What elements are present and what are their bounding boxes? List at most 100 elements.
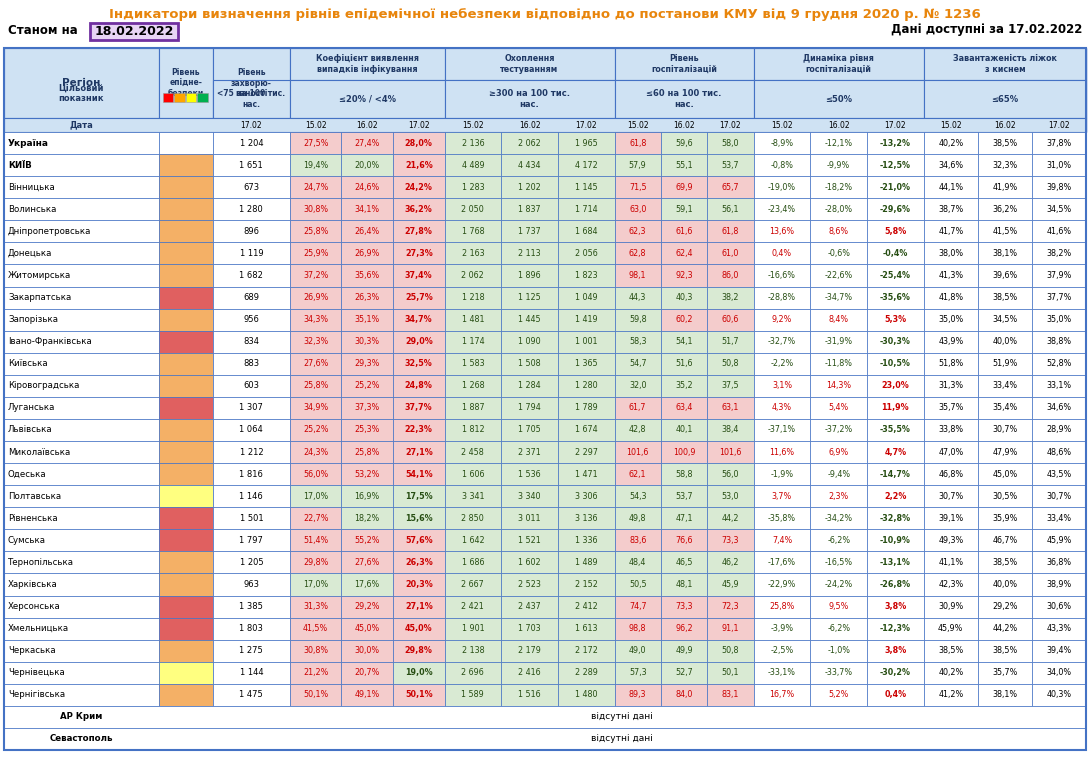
Bar (558, 551, 615, 574)
Bar (1032, 596, 1086, 618)
Text: 1 218: 1 218 (461, 293, 484, 302)
Text: 38,5%: 38,5% (992, 139, 1017, 148)
Text: 2 152: 2 152 (574, 580, 597, 589)
Text: 38,2%: 38,2% (1046, 249, 1071, 258)
Bar (4, 243, 158, 265)
Text: 50,5: 50,5 (629, 580, 646, 589)
Text: 3 341: 3 341 (462, 492, 484, 501)
Text: 2 696: 2 696 (461, 669, 484, 677)
Bar (213, 463, 290, 485)
Bar (615, 176, 661, 198)
Bar (158, 221, 213, 243)
Bar (501, 309, 558, 330)
Text: -9,9%: -9,9% (827, 161, 850, 170)
Bar (753, 132, 810, 154)
Bar (445, 309, 501, 330)
Bar (158, 352, 213, 374)
Text: 7,4%: 7,4% (772, 536, 792, 545)
Text: 30,7%: 30,7% (992, 425, 1017, 434)
Bar (1032, 574, 1086, 596)
Bar (978, 198, 1032, 221)
Text: 25,9%: 25,9% (303, 249, 328, 258)
Bar (158, 48, 213, 118)
Text: 49,0: 49,0 (629, 646, 646, 655)
Bar (558, 397, 615, 419)
Bar (1032, 352, 1086, 374)
Bar (923, 507, 978, 529)
Bar (393, 507, 445, 529)
Bar (661, 507, 707, 529)
Text: Чернігівська: Чернігівська (8, 691, 65, 700)
Bar (615, 265, 661, 287)
Text: 61,0: 61,0 (722, 249, 739, 258)
Text: 27,6%: 27,6% (354, 558, 380, 567)
Bar (978, 154, 1032, 176)
Text: 883: 883 (243, 359, 259, 368)
Text: Індикатори визначення рівнів епідемічної небезпеки відповідно до постанови КМУ в: Індикатори визначення рівнів епідемічної… (109, 8, 981, 21)
Bar (445, 618, 501, 640)
Bar (4, 221, 158, 243)
Bar (923, 80, 1086, 118)
Bar (867, 441, 923, 463)
Text: 37,3%: 37,3% (354, 403, 380, 412)
Text: 1 125: 1 125 (518, 293, 541, 302)
Bar (290, 352, 341, 374)
Bar (445, 243, 501, 265)
Text: 2 667: 2 667 (461, 580, 484, 589)
Text: 59,1: 59,1 (676, 205, 693, 214)
Bar (158, 618, 213, 640)
Text: 1 613: 1 613 (574, 624, 597, 633)
Text: 57,9: 57,9 (629, 161, 646, 170)
Text: 4 489: 4 489 (461, 161, 484, 170)
Text: 20,0%: 20,0% (354, 161, 380, 170)
Text: 13,6%: 13,6% (770, 227, 795, 236)
Text: 3 011: 3 011 (518, 514, 541, 523)
Bar (978, 221, 1032, 243)
Bar (661, 463, 707, 485)
Text: -32,7%: -32,7% (767, 337, 796, 346)
Bar (90, 23, 178, 40)
Text: 41,2%: 41,2% (938, 691, 964, 700)
Bar (158, 596, 213, 618)
Text: 26,4%: 26,4% (354, 227, 380, 236)
Bar (753, 154, 810, 176)
Text: 2 172: 2 172 (574, 646, 597, 655)
Bar (615, 374, 661, 397)
Bar (867, 154, 923, 176)
Text: 98,1: 98,1 (629, 271, 646, 280)
Bar (158, 441, 213, 463)
Text: 62,8: 62,8 (629, 249, 646, 258)
Text: 2 062: 2 062 (461, 271, 484, 280)
Bar (661, 176, 707, 198)
Text: Івано-Франківська: Івано-Франківська (8, 337, 92, 346)
Bar (753, 529, 810, 551)
Bar (923, 154, 978, 176)
Bar (501, 419, 558, 441)
Bar (753, 265, 810, 287)
Bar (867, 309, 923, 330)
Text: 38,5%: 38,5% (992, 646, 1017, 655)
Bar (810, 176, 867, 198)
Bar (753, 574, 810, 596)
Text: 24,2%: 24,2% (404, 183, 433, 192)
Bar (810, 287, 867, 309)
Text: 2 421: 2 421 (461, 602, 484, 611)
Text: 44,2%: 44,2% (992, 624, 1017, 633)
Text: 6,9%: 6,9% (828, 447, 849, 456)
Bar (4, 118, 1086, 132)
Bar (290, 176, 341, 198)
Bar (1032, 265, 1086, 287)
Bar (290, 374, 341, 397)
Text: 55,2%: 55,2% (354, 536, 380, 545)
Text: 38,1%: 38,1% (992, 691, 1017, 700)
Text: 51,7: 51,7 (722, 337, 739, 346)
Text: 62,4: 62,4 (676, 249, 693, 258)
Bar (978, 662, 1032, 684)
Bar (158, 640, 213, 662)
Bar (501, 551, 558, 574)
Text: 34,9%: 34,9% (303, 403, 328, 412)
Bar (753, 618, 810, 640)
Text: -22,9%: -22,9% (767, 580, 796, 589)
Text: 19,4%: 19,4% (303, 161, 328, 170)
Text: 58,0: 58,0 (722, 139, 739, 148)
